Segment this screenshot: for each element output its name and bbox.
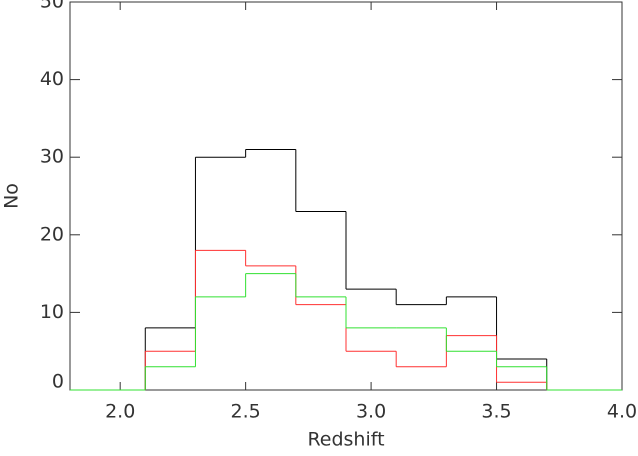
y-tick-label: 40 xyxy=(40,68,64,90)
y-axis-label: No xyxy=(1,183,23,209)
x-tick-label: 3.5 xyxy=(481,401,511,423)
y-tick-label: 0 xyxy=(52,371,64,393)
x-tick-label: 4.0 xyxy=(607,401,637,423)
x-tick-label: 2.5 xyxy=(231,401,261,423)
y-tick-label: 20 xyxy=(40,223,64,245)
y-tick-label: 10 xyxy=(40,301,64,323)
x-axis-label: Redshift xyxy=(307,429,384,451)
x-tick-label: 2.0 xyxy=(105,401,135,423)
plot-frame xyxy=(69,1,623,391)
y-tick-label: 50 xyxy=(40,0,64,13)
y-tick-label: 30 xyxy=(40,146,64,168)
x-tick-label: 3.0 xyxy=(356,401,386,423)
